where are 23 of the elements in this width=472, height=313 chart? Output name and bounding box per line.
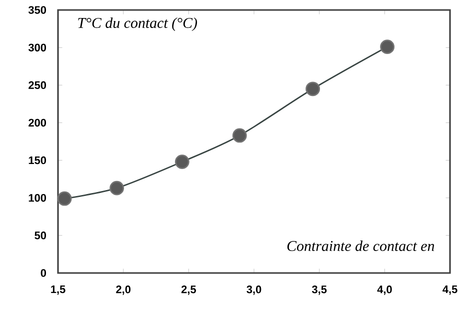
y-tick-label: 50 (34, 232, 46, 240)
y-tick-label: 200 (28, 118, 46, 127)
x-tick-label: 4,0 (377, 286, 392, 295)
point (306, 82, 320, 96)
x-axis-title: Contrainte de contact en (287, 240, 434, 252)
x-tick-label: 1,5 (51, 286, 66, 295)
x-tick-label: 2,0 (116, 286, 130, 295)
y-tick-label: 250 (28, 81, 46, 90)
point (380, 40, 394, 54)
point (57, 191, 72, 206)
y-axis-title: T°C du contact (°C) (78, 17, 198, 32)
x-tick-label: 3,0 (246, 286, 262, 295)
y-tick-label: 350 (28, 6, 46, 14)
y-tick-label: 150 (28, 156, 46, 164)
point (174, 154, 190, 169)
x-tick-label: 2,5 (181, 286, 196, 295)
point (110, 180, 124, 196)
y-tick-label: 300 (28, 44, 46, 52)
x-tick-label: 3,5 (312, 286, 327, 295)
x-tick-label: 4,5 (442, 286, 458, 295)
point (232, 128, 247, 143)
y-tick-label: 0 (40, 269, 46, 277)
y-tick-label: 100 (28, 194, 46, 202)
